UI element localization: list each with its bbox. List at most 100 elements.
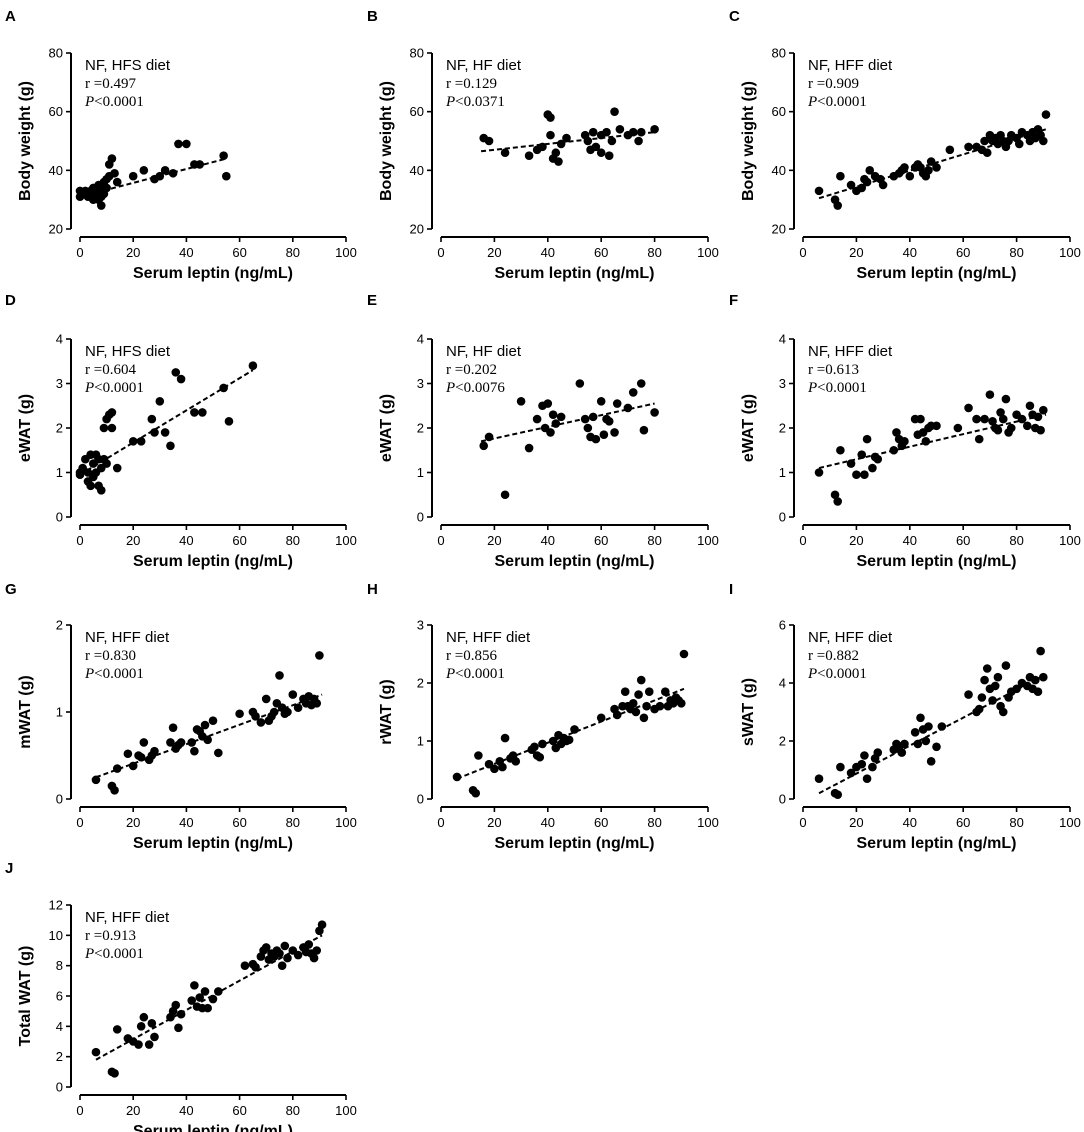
legend-r-value: r =0.613 <box>808 362 859 378</box>
data-point <box>107 154 117 163</box>
y-axis-title: mWAT (g) <box>17 675 34 748</box>
data-point <box>905 171 915 181</box>
y-tick-label: 0 <box>779 792 786 807</box>
x-tick-label: 40 <box>179 533 193 548</box>
data-point <box>112 1025 122 1034</box>
y-tick-label: 4 <box>417 332 424 347</box>
data-point <box>500 148 510 158</box>
legend-diet-label: NF, HF diet <box>446 57 522 74</box>
panel-letter: F <box>729 292 738 309</box>
p-value-text: <0.0001 <box>817 666 867 682</box>
data-point <box>203 1003 212 1013</box>
y-tick-label: 60 <box>772 104 786 119</box>
data-point <box>275 671 284 680</box>
data-point <box>110 786 119 795</box>
x-tick-label: 60 <box>594 245 608 260</box>
y-tick-label: 2 <box>56 618 63 633</box>
data-point <box>277 961 287 970</box>
legend-diet-label: NF, HFF diet <box>808 57 893 74</box>
regression-line <box>480 131 655 153</box>
x-tick-label: 40 <box>179 245 193 260</box>
p-symbol: P <box>807 94 817 110</box>
data-point <box>102 459 111 468</box>
data-point <box>171 1000 181 1010</box>
data-point <box>208 716 218 725</box>
x-tick-label: 60 <box>594 815 608 830</box>
panel-letter: I <box>729 581 733 598</box>
data-point <box>166 441 175 451</box>
y-tick-label: 0 <box>417 792 424 807</box>
x-axis-title: Serum leptin (ng/mL) <box>857 265 1017 282</box>
data-point <box>222 171 231 181</box>
y-tick-label: 0 <box>779 510 786 525</box>
panel-b: B 20 40 60 80 0 20 40 60 80 100 Serum leptin (ng/mL… <box>367 8 719 282</box>
data-point <box>548 410 558 419</box>
data-point <box>171 368 181 377</box>
x-tick-label: 60 <box>232 815 246 830</box>
data-point <box>921 736 931 746</box>
y-axis-title: Body weight (g) <box>740 81 757 201</box>
data-point <box>873 454 883 464</box>
x-tick-label: 0 <box>799 815 806 830</box>
y-axis-title: rWAT (g) <box>378 679 395 744</box>
data-point <box>275 949 284 958</box>
data-point <box>913 739 923 749</box>
y-tick-label: 3 <box>779 376 786 391</box>
data-point <box>160 166 170 175</box>
data-point <box>998 707 1008 717</box>
data-point <box>900 437 909 446</box>
legend-r-value: r =0.202 <box>446 362 497 378</box>
data-point <box>596 148 606 158</box>
x-tick-label: 20 <box>126 245 140 260</box>
data-point <box>112 177 122 187</box>
data-point <box>235 709 244 719</box>
data-point <box>677 699 686 708</box>
regression-line <box>95 934 323 1061</box>
x-tick-label: 0 <box>799 533 806 548</box>
data-point <box>543 399 553 408</box>
legend-p-value: P<0.0001 <box>807 380 867 396</box>
x-axis-title: Serum leptin (ng/mL) <box>133 265 293 282</box>
y-axis-title: Body weight (g) <box>378 81 395 201</box>
p-symbol: P <box>445 666 455 682</box>
data-point <box>924 722 933 731</box>
x-tick-label: 40 <box>903 533 917 548</box>
panel-letter: J <box>5 860 13 877</box>
data-point <box>814 468 824 477</box>
x-tick-label: 20 <box>487 533 501 548</box>
p-symbol: P <box>84 666 94 682</box>
legend-r-value: r =0.129 <box>446 76 497 92</box>
data-point <box>535 752 545 762</box>
y-tick-label: 60 <box>410 104 424 119</box>
p-value-text: <0.0001 <box>94 380 144 396</box>
data-point <box>315 651 324 660</box>
x-tick-label: 40 <box>179 1103 193 1118</box>
data-point <box>139 1012 149 1022</box>
y-tick-label: 0 <box>56 792 63 807</box>
p-value-text: <0.0001 <box>817 380 867 396</box>
data-point <box>107 423 117 433</box>
legend-diet-label: NF, HFF diet <box>85 629 170 646</box>
data-point <box>498 762 507 772</box>
data-point <box>873 748 883 757</box>
p-symbol: P <box>807 666 817 682</box>
data-point <box>985 390 995 399</box>
x-tick-label: 0 <box>437 245 444 260</box>
x-tick-label: 20 <box>126 815 140 830</box>
data-point <box>583 423 593 433</box>
data-point <box>964 403 973 413</box>
data-point <box>836 762 845 772</box>
data-point <box>452 772 462 782</box>
data-point <box>147 1019 157 1028</box>
p-symbol: P <box>84 94 94 110</box>
data-point <box>636 127 646 137</box>
y-tick-label: 2 <box>56 1049 63 1064</box>
x-tick-label: 40 <box>541 533 555 548</box>
p-value-text: <0.0076 <box>455 380 505 396</box>
legend-p-value: P<0.0001 <box>84 380 144 396</box>
data-point <box>136 1022 146 1031</box>
data-point <box>610 428 619 437</box>
